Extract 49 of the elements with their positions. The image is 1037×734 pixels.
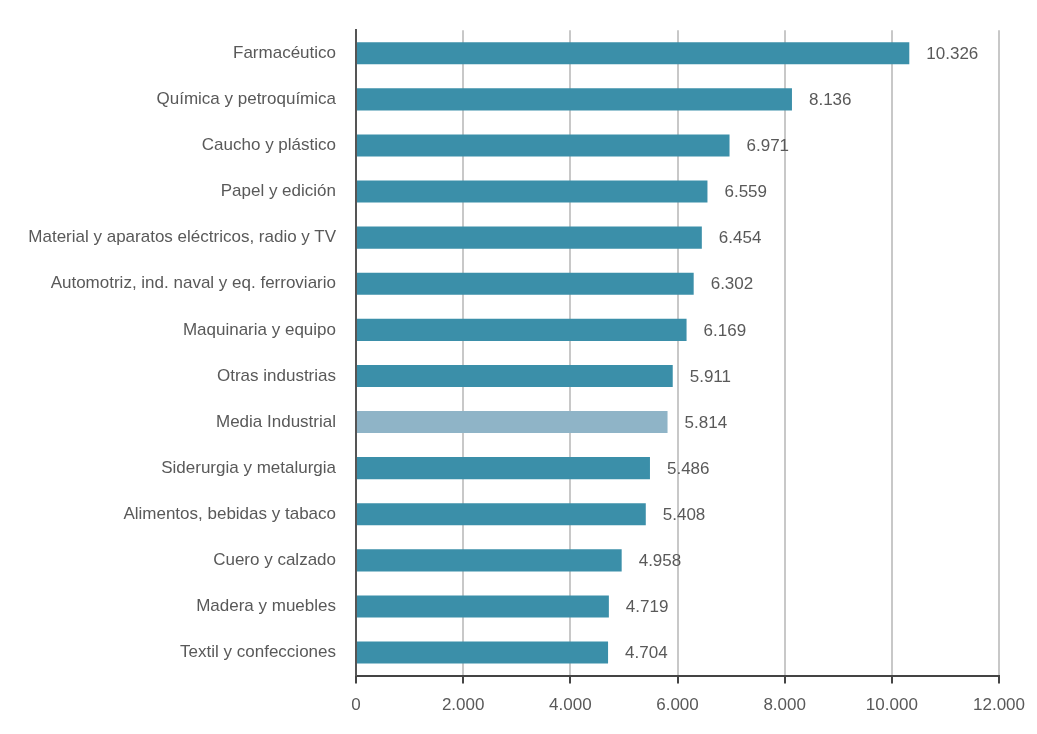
bar: [357, 318, 687, 341]
y-tick-label: Siderurgia y metalurgia: [161, 457, 337, 477]
x-tick-label: 10.000: [865, 695, 918, 715]
x-tick-label: 0: [351, 695, 361, 715]
y-tick-label: Papel y edición: [220, 181, 337, 201]
bar: [357, 364, 673, 388]
y-tick-label: Madera y muebles: [196, 596, 337, 616]
data-label: 5.408: [662, 504, 706, 524]
data-label: 8.136: [808, 90, 852, 110]
y-tick-label: Cuero y calzado: [213, 550, 337, 570]
data-label: 5.911: [689, 366, 732, 386]
x-tick-label: 12.000: [973, 695, 1025, 715]
bar: [357, 180, 708, 203]
y-tick-label: Media Industrial: [215, 411, 337, 431]
data-label: 6.302: [710, 274, 754, 294]
y-tick-label: Farmacéutico: [233, 42, 337, 62]
y-tick-label: Textil y confecciones: [180, 642, 337, 662]
y-tick-label: Material y aparatos eléctricos, radio y TV: [28, 227, 337, 247]
bar: [357, 42, 910, 65]
y-tick-label: Caucho y plástico: [201, 135, 337, 155]
data-label: 6.169: [703, 320, 747, 340]
bar: [357, 410, 668, 434]
bar: [357, 503, 646, 526]
y-tick-label: Automotriz, ind. naval y eq. ferroviario: [50, 273, 337, 293]
x-tick-label: 2.000: [441, 695, 485, 715]
data-label: 4.719: [625, 597, 669, 617]
x-tick-label: 8.000: [763, 695, 806, 715]
bar: [357, 595, 609, 618]
y-tick-label: Química y petroquímica: [156, 89, 337, 109]
bar: [357, 134, 730, 157]
x-tick-label: 4.000: [549, 695, 592, 715]
data-label: 6.559: [724, 182, 768, 202]
data-label: 4.958: [638, 551, 682, 571]
bar: [357, 549, 622, 572]
data-label: 5.814: [684, 412, 728, 432]
bar: [357, 272, 694, 295]
y-tick-label: Alimentos, bebidas y tabaco: [123, 503, 337, 523]
y-tick-label: Otras industrias: [216, 365, 337, 385]
bar: [357, 88, 792, 111]
y-tick-label: Maquinaria y equipo: [182, 319, 337, 339]
data-label: 10.326: [926, 43, 979, 63]
data-label: 6.454: [718, 228, 762, 248]
bar: [357, 226, 702, 249]
data-label: 5.486: [666, 458, 710, 478]
data-label: 4.704: [625, 643, 668, 663]
bar: [357, 457, 650, 480]
x-tick-label: 6.000: [656, 695, 699, 715]
data-label: 6.971: [746, 136, 790, 156]
bar: [357, 641, 609, 664]
